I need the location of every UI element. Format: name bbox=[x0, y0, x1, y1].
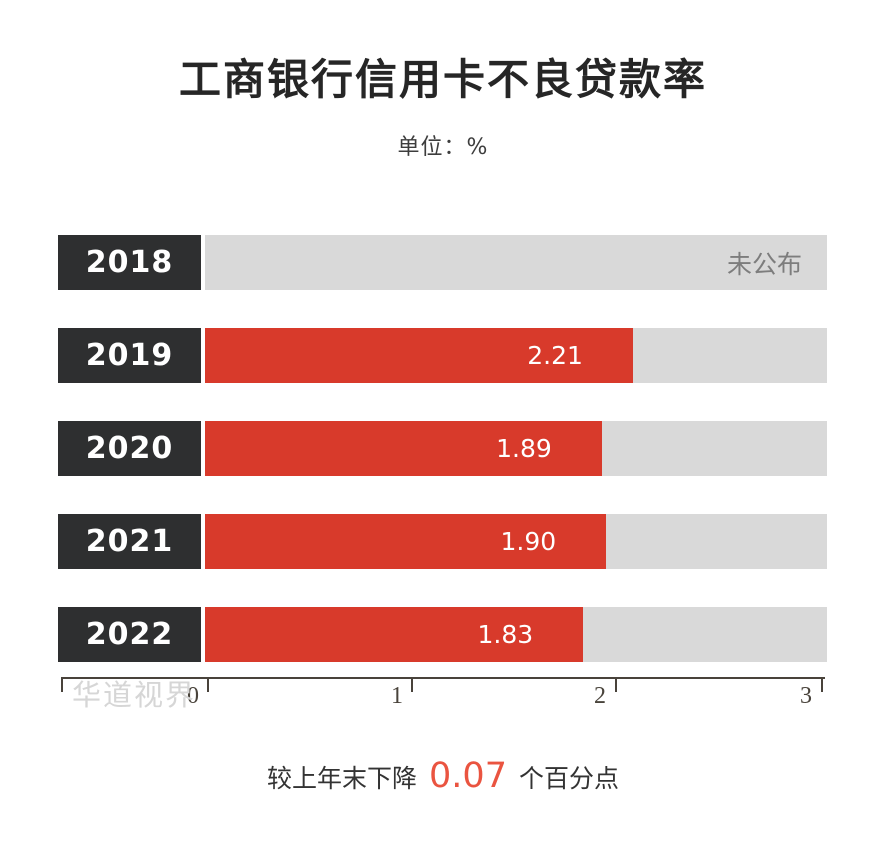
bar-value-2018: 未公布 bbox=[726, 249, 802, 279]
bar-chart: 2018 未公布 2019 2.21 2020 1.89 2021 bbox=[58, 235, 827, 700]
annotation-suffix: 个百分点 bbox=[518, 764, 619, 793]
annotation-prefix: 较上年末下降 bbox=[267, 764, 418, 793]
x-axis: 0 1 2 3 bbox=[61, 677, 825, 719]
axis-tick bbox=[207, 679, 209, 692]
bar-row-2021: 2021 1.90 bbox=[58, 514, 827, 569]
watermark: 华道视界 bbox=[72, 678, 197, 712]
year-label-2020: 2020 bbox=[58, 421, 201, 476]
bar-row-2019: 2019 2.21 bbox=[58, 328, 827, 383]
axis-tick bbox=[615, 679, 617, 692]
bar-value-2019: 2.21 bbox=[527, 341, 583, 370]
bar-track-2022: 1.83 bbox=[205, 607, 827, 662]
bar-value-2021: 1.90 bbox=[500, 527, 557, 556]
axis-tick-label-3: 3 bbox=[800, 683, 812, 709]
bar-fill-2021: 1.90 bbox=[205, 514, 607, 569]
bar-value-2022: 1.83 bbox=[477, 620, 534, 649]
bar-track-2020: 1.89 bbox=[205, 421, 827, 476]
bar-fill-2019: 2.21 bbox=[205, 328, 633, 383]
year-label-2021: 2021 bbox=[58, 514, 201, 569]
bar-row-2022: 2022 1.83 bbox=[58, 607, 827, 662]
axis-tick-label-1: 1 bbox=[391, 683, 403, 709]
axis-tick bbox=[61, 679, 63, 692]
change-annotation: 较上年末下降 0.07 个百分点 bbox=[0, 756, 886, 796]
year-label-2018: 2018 bbox=[58, 235, 201, 290]
unit-label: 单位：% bbox=[397, 135, 489, 160]
annotation-change-value: 0.07 bbox=[429, 756, 507, 796]
chart-title: 工商银行信用卡不良贷款率 bbox=[178, 55, 707, 104]
bar-track-2019: 2.21 bbox=[205, 328, 827, 383]
axis-tick-label-2: 2 bbox=[594, 683, 606, 709]
bar-row-2020: 2020 1.89 bbox=[58, 421, 827, 476]
axis-tick bbox=[821, 679, 823, 692]
bar-value-2020: 1.89 bbox=[496, 434, 552, 463]
bar-fill-2020: 1.89 bbox=[205, 421, 602, 476]
bar-track-2018: 未公布 bbox=[205, 235, 827, 290]
axis-tick-label-0: 0 bbox=[187, 683, 199, 709]
bar-fill-2022: 1.83 bbox=[205, 607, 584, 662]
year-label-2022: 2022 bbox=[58, 607, 201, 662]
bar-track-2021: 1.90 bbox=[205, 514, 827, 569]
bar-row-2018: 2018 未公布 bbox=[58, 235, 827, 290]
year-label-2019: 2019 bbox=[58, 328, 201, 383]
axis-tick bbox=[411, 679, 413, 692]
